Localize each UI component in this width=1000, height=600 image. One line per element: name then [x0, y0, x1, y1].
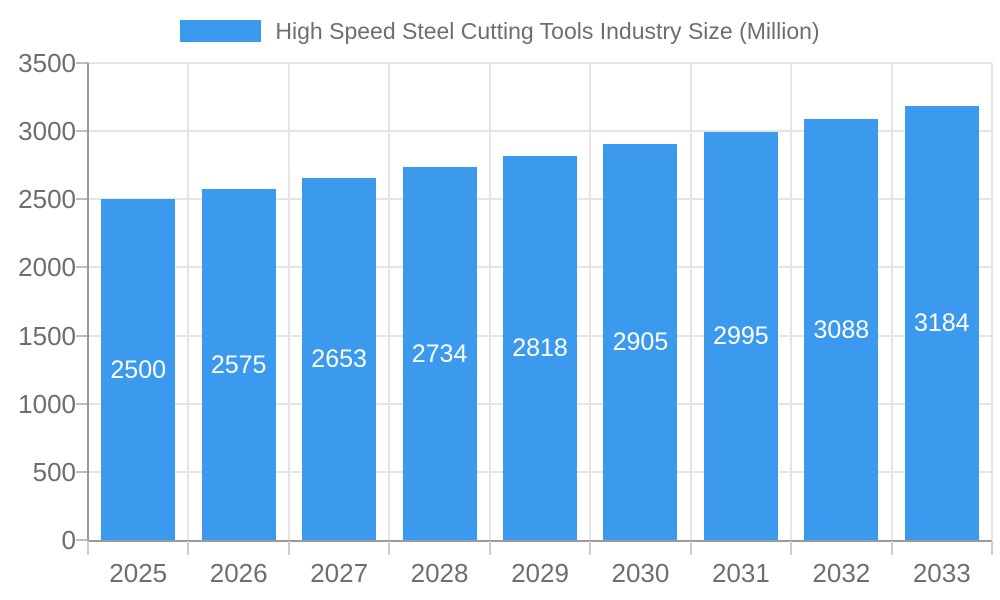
x-axis-tick	[890, 541, 893, 555]
x-axis-tick	[388, 541, 391, 555]
bar-value-label: 2653	[311, 345, 367, 374]
y-axis-tick	[76, 539, 88, 541]
bar-value-label: 2905	[612, 328, 669, 357]
x-axis-tick-label: 2025	[109, 558, 168, 588]
bar-value-label: 2734	[411, 339, 468, 368]
y-axis-tick	[76, 266, 88, 269]
x-gridline	[287, 63, 290, 540]
x-axis-tick-label: 2029	[511, 558, 569, 588]
bar	[503, 155, 577, 540]
x-axis-tick	[488, 541, 491, 555]
bar	[703, 131, 778, 540]
bar-value-label: 2575	[210, 350, 267, 379]
x-axis-tick-label: 2033	[912, 558, 971, 588]
x-axis-tick	[287, 541, 290, 555]
y-axis-tick-label: 500	[32, 456, 76, 487]
x-gridline	[790, 63, 793, 540]
x-axis-tick-label: 2031	[711, 558, 770, 588]
bar-value-label: 3184	[913, 309, 970, 338]
x-axis-line	[88, 540, 992, 542]
y-axis-tick	[76, 198, 88, 201]
x-axis-tick	[589, 541, 592, 555]
bar-value-label: 3088	[813, 315, 870, 344]
y-axis-tick-label: 2500	[18, 184, 76, 215]
bar-value-label: 2995	[713, 321, 769, 350]
x-axis-tick	[689, 541, 692, 555]
bar	[904, 106, 979, 540]
x-axis-tick	[991, 541, 993, 555]
bar	[402, 167, 477, 540]
x-gridline	[187, 63, 190, 540]
x-axis-tick	[790, 541, 793, 555]
x-gridline	[589, 63, 592, 540]
y-axis-tick	[76, 334, 88, 337]
x-gridline	[388, 63, 391, 540]
x-axis-tick-label: 2027	[310, 558, 369, 588]
y-axis-tick-label: 3000	[18, 116, 76, 147]
x-gridline	[488, 63, 491, 540]
bar	[603, 144, 678, 540]
bar	[804, 119, 879, 540]
y-axis-tick-label: 1500	[18, 320, 76, 351]
y-axis-line	[87, 63, 89, 540]
bar	[302, 178, 377, 540]
x-gridline	[689, 63, 692, 540]
x-gridline	[890, 63, 893, 540]
y-axis-tick-label: 3500	[18, 48, 76, 78]
y-axis-tick-label: 0	[61, 525, 76, 555]
bar	[201, 189, 276, 540]
y-axis-tick	[76, 62, 88, 64]
bar	[101, 199, 176, 540]
y-axis-tick-label: 2000	[18, 252, 76, 283]
chart-legend[interactable]: High Speed Steel Cutting Tools Industry …	[0, 14, 1000, 48]
x-axis-tick	[87, 541, 89, 555]
x-axis-tick-label: 2032	[812, 558, 871, 588]
legend-label: High Speed Steel Cutting Tools Industry …	[275, 18, 820, 44]
x-axis-tick-label: 2026	[209, 558, 268, 588]
y-axis-tick	[76, 470, 88, 473]
y-axis-tick-label: 1000	[18, 388, 76, 419]
x-axis-tick-label: 2028	[410, 558, 469, 588]
x-gridline	[991, 63, 993, 540]
x-axis-tick-label: 2030	[611, 558, 670, 588]
x-axis-tick	[187, 541, 190, 555]
legend-swatch	[180, 20, 262, 42]
y-gridline	[88, 62, 992, 64]
bar-value-label: 2500	[110, 355, 167, 384]
y-axis-tick	[76, 402, 88, 405]
y-axis-tick	[76, 130, 88, 133]
bar-value-label: 2818	[512, 333, 568, 362]
